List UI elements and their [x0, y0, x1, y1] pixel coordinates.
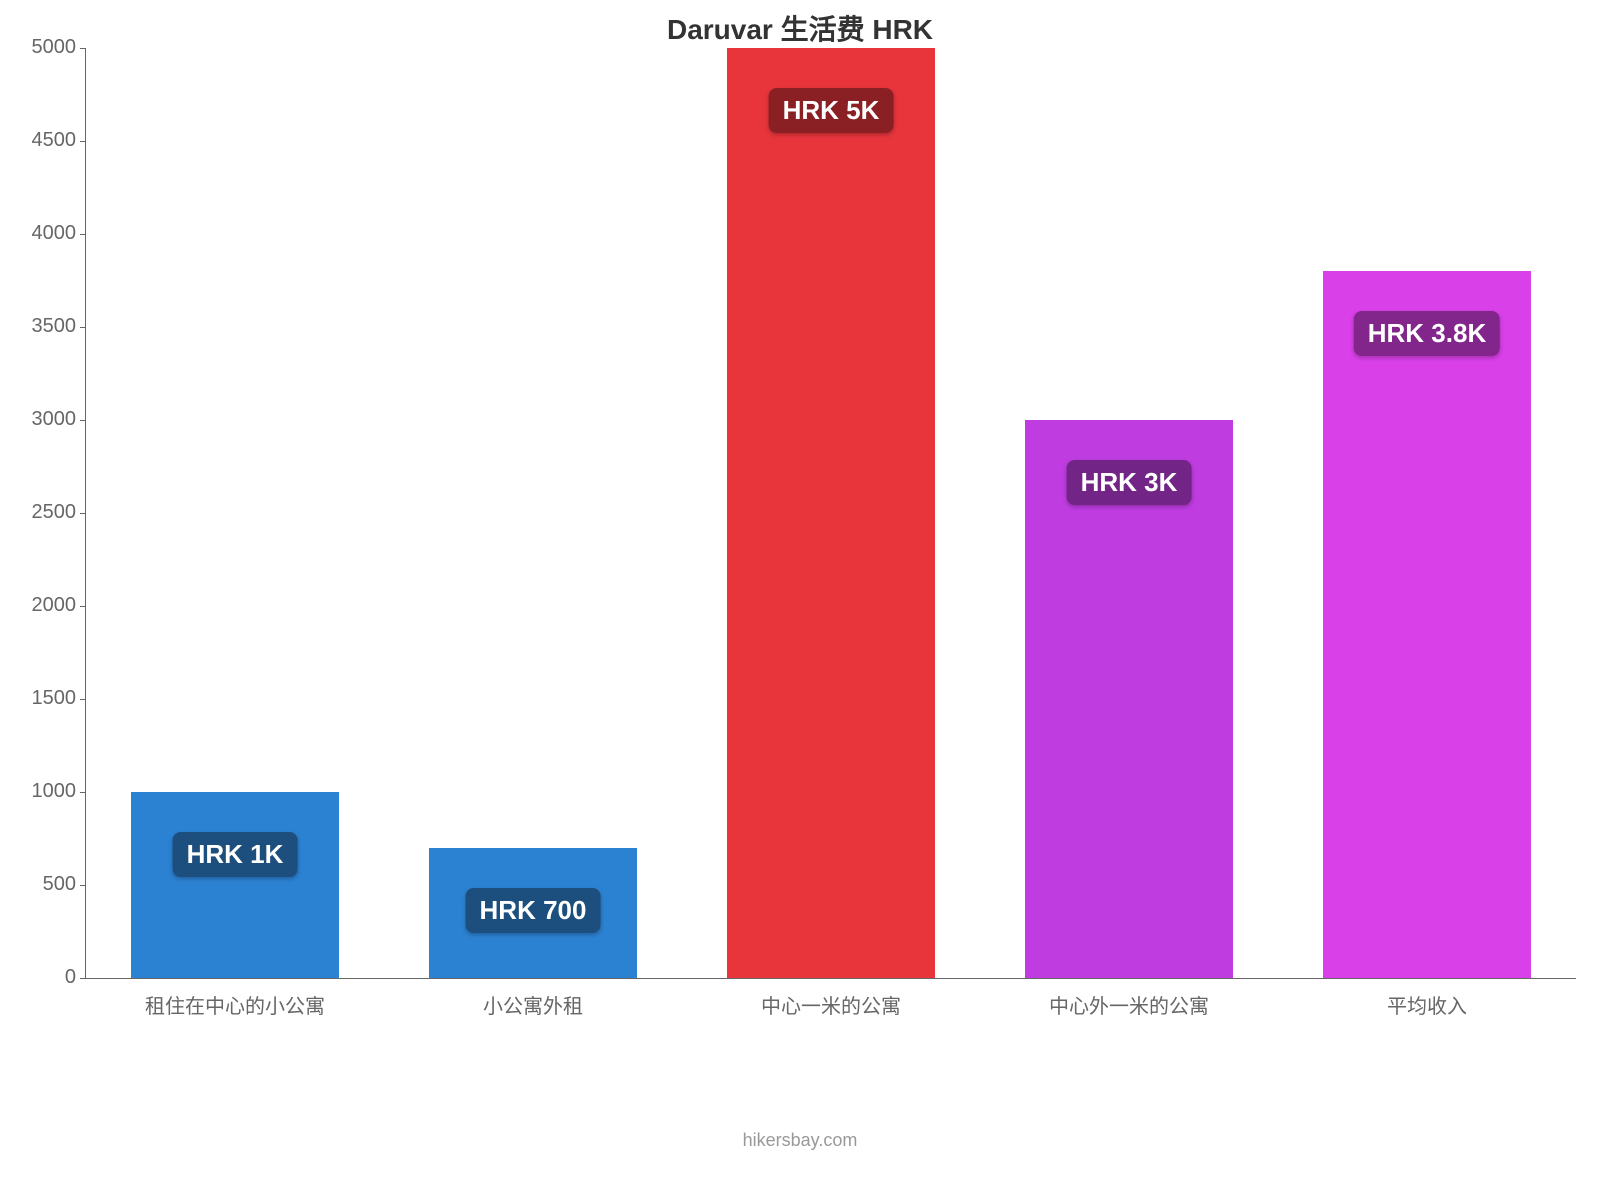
y-tick-mark — [80, 885, 86, 886]
bar-value-label: HRK 1K — [173, 832, 298, 877]
y-tick-label: 500 — [43, 873, 76, 896]
x-category-label: 租住在中心的小公寓 — [145, 978, 325, 1019]
y-tick-mark — [80, 48, 86, 49]
bar-value-label: HRK 3K — [1067, 460, 1192, 505]
credit-label: hikersbay.com — [0, 1130, 1600, 1151]
bar-value-label: HRK 5K — [769, 88, 894, 133]
y-tick-label: 5000 — [32, 36, 77, 59]
y-tick-label: 1000 — [32, 780, 77, 803]
y-tick-label: 0 — [65, 966, 76, 989]
x-category-label: 小公寓外租 — [483, 978, 583, 1019]
y-tick-mark — [80, 699, 86, 700]
y-tick-mark — [80, 420, 86, 421]
y-tick-mark — [80, 513, 86, 514]
y-tick-mark — [80, 792, 86, 793]
y-tick-label: 3500 — [32, 315, 77, 338]
bar-value-label: HRK 700 — [466, 888, 601, 933]
x-category-label: 中心外一米的公寓 — [1049, 978, 1209, 1019]
bar — [131, 792, 340, 978]
bar — [727, 48, 936, 978]
y-tick-label: 2000 — [32, 594, 77, 617]
chart-container: Daruvar 生活费 HRK 050010001500200025003000… — [0, 0, 1600, 1200]
y-tick-mark — [80, 327, 86, 328]
bar — [1323, 271, 1532, 978]
y-tick-label: 1500 — [32, 687, 77, 710]
plot-area: 0500100015002000250030003500400045005000… — [85, 48, 1576, 979]
y-tick-label: 4500 — [32, 129, 77, 152]
y-tick-label: 3000 — [32, 408, 77, 431]
y-tick-mark — [80, 606, 86, 607]
y-tick-mark — [80, 141, 86, 142]
y-tick-mark — [80, 978, 86, 979]
y-tick-label: 4000 — [32, 222, 77, 245]
bar-value-label: HRK 3.8K — [1354, 311, 1500, 356]
y-tick-mark — [80, 234, 86, 235]
y-tick-label: 2500 — [32, 501, 77, 524]
x-category-label: 平均收入 — [1387, 978, 1467, 1019]
chart-title: Daruvar 生活费 HRK — [0, 8, 1600, 48]
x-category-label: 中心一米的公寓 — [761, 978, 901, 1019]
